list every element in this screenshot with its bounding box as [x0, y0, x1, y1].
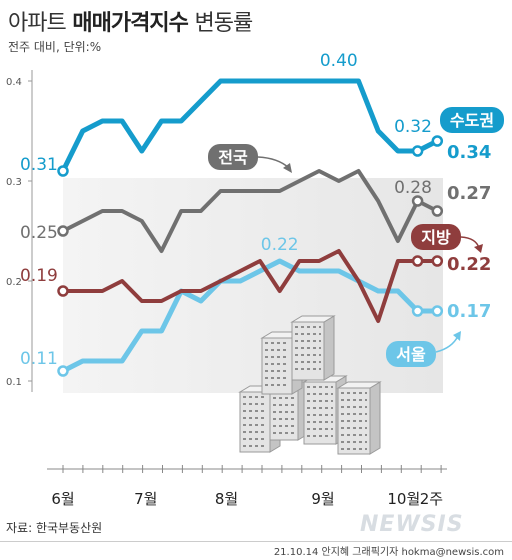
title-part-2: 매매가격지수	[72, 11, 188, 36]
x-tick-label: 10월	[387, 490, 420, 508]
data-point-marker	[431, 305, 444, 317]
x-tick-label: 6월	[51, 490, 74, 508]
apartment-tower-roof	[290, 315, 336, 323]
source-note: 자료: 한국부동산원	[6, 521, 103, 535]
title-part-3: 변동률	[194, 11, 254, 36]
data-point-marker	[431, 135, 444, 147]
start-value-label: 0.19	[20, 266, 58, 286]
apartment-tower-side	[369, 381, 381, 455]
end-value-label: 0.17	[447, 301, 491, 322]
newsis-watermark: NEWSIS	[360, 512, 464, 537]
data-point-marker	[57, 225, 69, 237]
previous-week-value-label: 0.28	[394, 178, 432, 198]
x-tick-label: 7월	[134, 490, 157, 508]
title-part-1: 아파트	[8, 11, 67, 36]
legend-connector-arrowhead	[453, 331, 461, 341]
start-value-label: 0.11	[20, 349, 58, 369]
start-value-label: 0.25	[20, 223, 58, 243]
y-tick-label: 0.2	[6, 277, 22, 288]
data-point-marker	[411, 305, 424, 317]
data-point-marker	[411, 195, 424, 207]
credit-line: 21.10.14 안지혜 그래픽기자 hokma@newsis.com	[273, 547, 504, 558]
legend-connector	[257, 156, 290, 169]
apartment-buildings-illustration	[238, 315, 382, 455]
end-value-label: 0.34	[447, 142, 491, 163]
end-value-label: 0.22	[447, 254, 491, 275]
series-layer	[57, 78, 444, 377]
chart-subtitle: 전주 대비, 단위:%	[8, 40, 102, 54]
y-axis: 0.1 0.2 0.3 0.4	[6, 70, 33, 392]
legend-label: 전국	[218, 148, 248, 167]
label-layer: 0.31 0.25 0.19 0.11 0.40 0.22 0.32 0.28 0.34 0.27…	[20, 51, 504, 369]
start-value-label: 0.31	[20, 155, 58, 175]
legend-connector-arrowhead	[474, 244, 483, 253]
previous-week-value-label: 0.32	[394, 117, 432, 137]
legend-pill-sudogwon	[440, 107, 504, 133]
x-tick-label: 9월	[311, 490, 334, 508]
series-line	[63, 249, 438, 323]
legend-label: 지방	[421, 228, 451, 247]
y-tick-label: 0.4	[6, 77, 22, 88]
peak-value-label: 0.40	[320, 51, 358, 71]
data-point-marker	[411, 145, 424, 157]
series-line	[60, 78, 439, 173]
end-value-label: 0.27	[447, 183, 491, 204]
data-point-marker	[57, 365, 69, 377]
data-point-marker	[57, 285, 69, 297]
data-point-marker	[57, 165, 69, 177]
peak-value-label: 0.22	[261, 235, 299, 255]
x-tick-label: 2주	[420, 490, 443, 508]
legend-connector-arrowhead	[283, 163, 292, 173]
footer-divider	[0, 541, 512, 542]
apartment-tower-roof	[336, 381, 382, 389]
data-point-marker	[431, 205, 444, 217]
legend-pill-national	[208, 144, 258, 170]
legend-label: 서울	[396, 345, 426, 364]
legend-pill-regions	[411, 224, 461, 250]
x-tick-label: 8월	[215, 490, 238, 508]
series-line	[61, 258, 438, 374]
legend-pill-seoul	[386, 341, 436, 367]
apartment-tower-face	[303, 381, 337, 445]
x-axis: 6월 7월 8월 9월 10월 2주	[47, 465, 447, 508]
apartment-tower-face	[239, 391, 271, 453]
series-line	[62, 169, 439, 253]
y-tick-label: 0.1	[6, 377, 22, 388]
data-point-marker	[411, 255, 424, 267]
y-tick-label: 0.3	[6, 177, 22, 188]
apartment-tower-face	[291, 321, 325, 381]
chart-title: 아파트 매매가격지수 변동률	[8, 5, 254, 37]
legend-label: 수도권	[450, 111, 494, 130]
data-point-marker	[431, 255, 444, 267]
apartment-tower-side	[323, 315, 335, 381]
